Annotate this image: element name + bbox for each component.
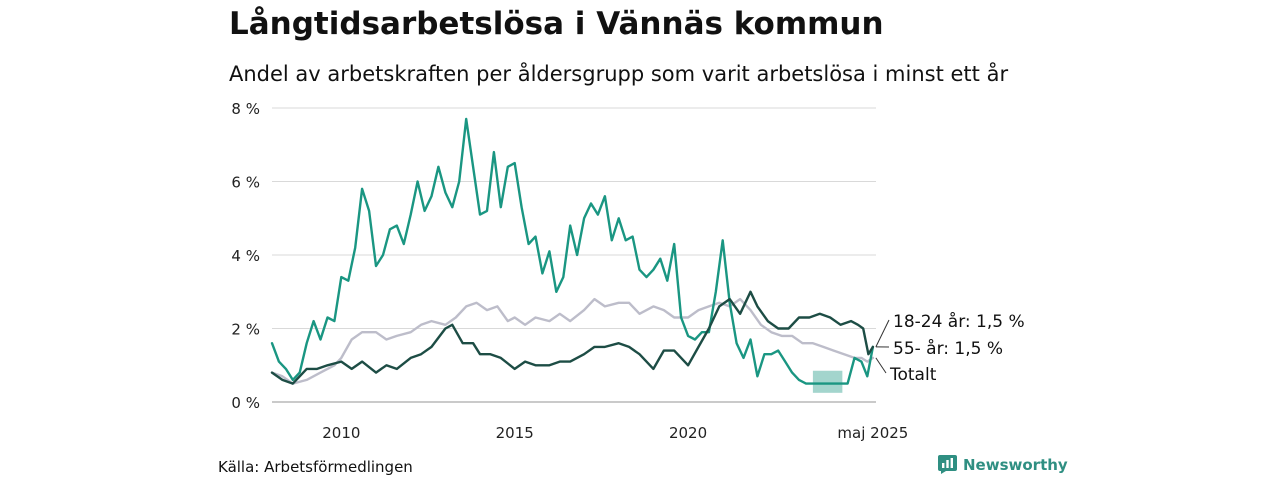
brand-name: Newsworthy <box>963 455 1068 474</box>
chart-title: Långtidsarbetslösa i Vännäs kommun <box>229 6 884 42</box>
tick-layer: 0 % 2 % 4 % 6 % 8 % 2010 2015 2020 maj 2025 <box>231 100 908 442</box>
series-line-18-24-r <box>270 117 875 385</box>
band-layer <box>812 370 843 393</box>
grid-layer <box>272 107 876 403</box>
y-tick-label: 0 % <box>231 394 260 412</box>
end-label: 18-24 år: 1,5 % <box>893 311 1025 332</box>
chart-subtitle: Andel av arbetskraften per åldersgrupp s… <box>229 62 1009 86</box>
end-label-leader <box>875 319 890 348</box>
x-tick-label: maj 2025 <box>837 424 908 442</box>
end-label: Totalt <box>889 365 937 385</box>
y-tick-label: 6 % <box>231 174 260 192</box>
end-label: 55- år: 1,5 % <box>893 338 1003 359</box>
brand-logo: Newsworthy <box>938 455 1068 474</box>
y-tick-label: 2 % <box>231 321 260 339</box>
y-tick-label: 8 % <box>231 100 260 118</box>
x-tick-label: 2020 <box>669 424 707 442</box>
end-label-leader <box>875 357 887 374</box>
series-line-55-r <box>270 290 875 385</box>
series-line-totalt <box>270 297 875 385</box>
y-tick-label: 4 % <box>231 247 260 265</box>
source-note: Källa: Arbetsförmedlingen <box>218 458 413 476</box>
series-layer <box>270 117 875 385</box>
x-tick-label: 2010 <box>322 424 360 442</box>
label-layer: 18-24 år: 1,5 % 55- år: 1,5 % Totalt <box>875 311 1025 385</box>
bar-chart-logo-icon <box>938 455 957 474</box>
uncertainty-band <box>812 370 843 393</box>
x-tick-label: 2015 <box>496 424 534 442</box>
